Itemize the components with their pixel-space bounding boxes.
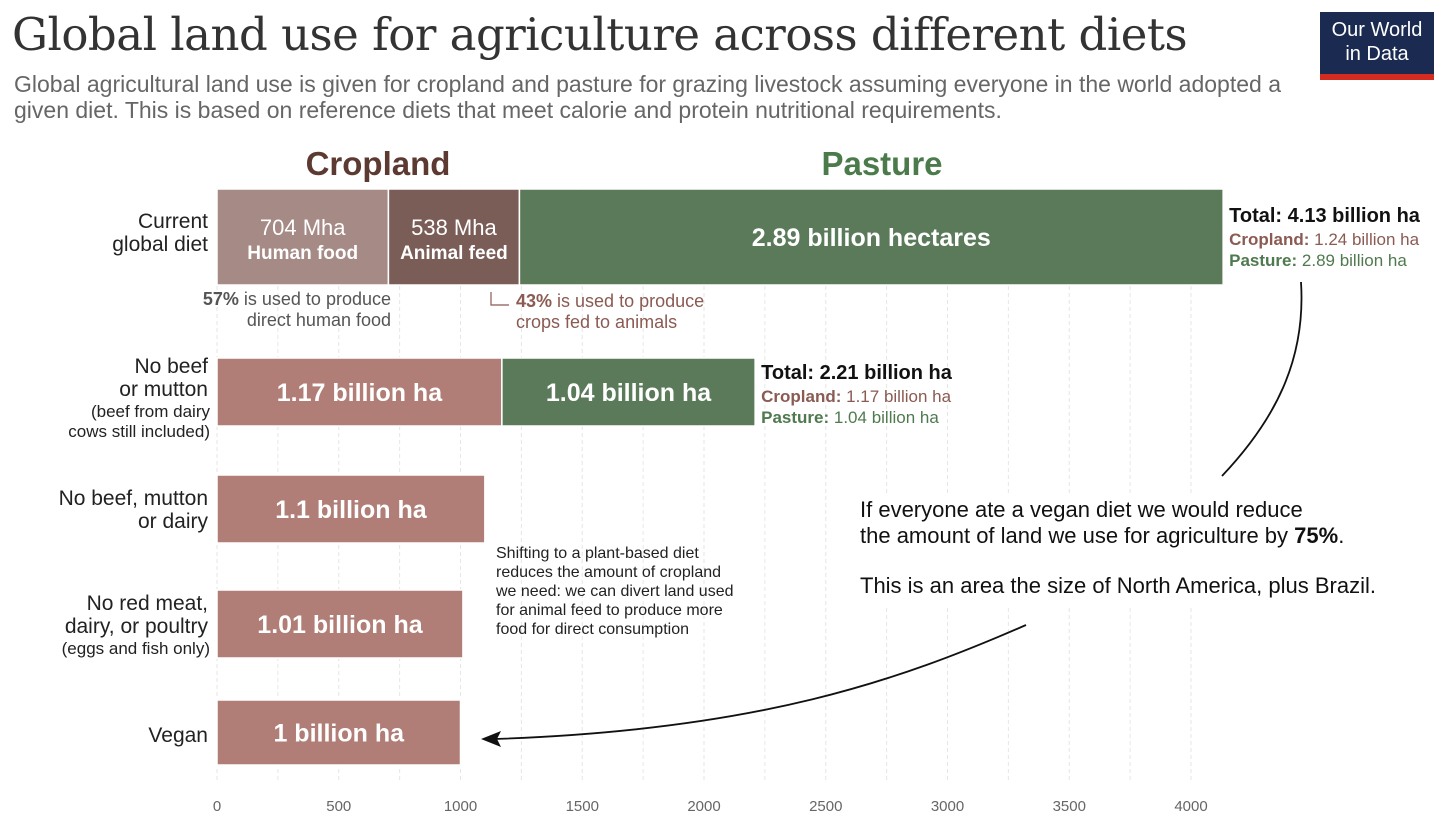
total-pasture-key: Pasture: <box>761 408 829 427</box>
row-label: or mutton <box>119 378 208 401</box>
x-tick-label: 2500 <box>809 798 842 815</box>
x-tick-label: 3500 <box>1053 798 1086 815</box>
total-label: Total: 2.21 billion ha <box>761 362 953 384</box>
bar-segment-pasture <box>501 357 756 427</box>
shift-line: for animal feed to produce more <box>496 602 723 619</box>
bar-value-label: 1 billion ha <box>273 720 405 748</box>
bar-segment-crop <box>216 474 486 544</box>
note-43-pct: 43% <box>516 291 553 311</box>
total-cropland-key: Cropland: <box>761 387 841 406</box>
total-cropland: Cropland: 1.24 billion ha <box>1229 230 1419 249</box>
bar-value-label: 538 Mha <box>411 215 497 240</box>
note-57-pct: 57% <box>202 289 239 309</box>
vegan-line-3: This is an area the size of North Americ… <box>860 573 1376 598</box>
row-label: dairy, or poultry <box>65 615 209 638</box>
shift-line: reduces the amount of cropland <box>496 564 722 581</box>
bar-segment-crop <box>216 699 462 766</box>
total-pasture: Pasture: 2.89 billion ha <box>1229 251 1407 270</box>
bar-value-label: 704 Mha <box>260 215 346 240</box>
total-pasture-value: 1.04 billion ha <box>829 408 939 427</box>
bar-value-label: 1.04 billion ha <box>546 379 712 407</box>
vegan-line-1: If everyone ate a vegan diet we would re… <box>860 497 1303 522</box>
note-43-line-1: is used to produce <box>552 291 705 311</box>
total-cropland: Cropland: 1.17 billion ha <box>761 387 951 406</box>
arrowhead-icon <box>481 731 501 747</box>
bar-sub-label: Animal feed <box>400 243 508 264</box>
x-tick-label: 2000 <box>687 798 720 815</box>
note-43-percent: 43% is used to produce crops fed to anim… <box>516 291 704 333</box>
vegan-line-2: the amount of land we use for agricultur… <box>860 523 1376 549</box>
reduction-arrow-upper <box>1221 281 1303 477</box>
row-label: No red meat, <box>87 592 208 615</box>
x-tick-label: 3000 <box>931 798 964 815</box>
shift-line: food for direct consumption <box>496 621 689 638</box>
row-sublabel: (eggs and fish only) <box>62 639 210 658</box>
pasture-header: Pasture <box>821 145 942 182</box>
total-cropland-key: Cropland: <box>1229 230 1309 249</box>
shift-line: Shifting to a plant-based diet <box>496 545 699 562</box>
total-cropland-value: 1.24 billion ha <box>1309 230 1419 249</box>
reduction-arrow-lower <box>494 624 1027 740</box>
x-tick-label: 1000 <box>444 798 477 815</box>
shift-line: we need: we can divert land used <box>496 583 734 600</box>
x-tick-label: 0 <box>213 798 221 815</box>
owid-logo[interactable]: Our World in Data <box>1320 12 1434 80</box>
bracket-line <box>490 292 509 306</box>
vegan-percent: 75% <box>1294 523 1339 548</box>
row-label: or dairy <box>138 510 209 533</box>
note-57-line-2: direct human food <box>246 310 391 330</box>
row-sublabel: cows still included) <box>68 422 210 441</box>
x-tick-label: 1500 <box>566 798 599 815</box>
vegan-line-2-end: . <box>1338 523 1345 548</box>
row-label: Vegan <box>148 724 208 747</box>
note-43-line-2: crops fed to animals <box>516 312 678 332</box>
bar-segment-crop <box>216 589 464 659</box>
chart-subtitle: Global agricultural land use is given fo… <box>14 71 1281 123</box>
row-label: global diet <box>112 233 208 256</box>
plant-based-note: Shifting to a plant-based diet reduces t… <box>496 544 733 639</box>
note-57-line-1: is used to produce <box>238 289 391 309</box>
logo-line-1: Our World <box>1331 19 1423 41</box>
bar-value-label: 2.89 billion hectares <box>752 224 991 252</box>
bar-value-label: 1.17 billion ha <box>277 379 443 407</box>
bar-value-label: 1.1 billion ha <box>275 496 428 524</box>
bar-segment-crop <box>216 357 503 427</box>
total-label: Total: 4.13 billion ha <box>1229 205 1421 227</box>
total-pasture: Pasture: 1.04 billion ha <box>761 408 939 427</box>
logo-line-2: in Data <box>1345 43 1409 65</box>
row-label: No beef <box>134 355 208 378</box>
note-57-percent: 57% is used to produce direct human food <box>140 289 391 331</box>
x-tick-label: 4000 <box>1174 798 1207 815</box>
row-label: Current <box>138 210 208 233</box>
row-sublabel: (beef from dairy <box>91 402 211 421</box>
chart-title: Global land use for agriculture across d… <box>12 8 1188 61</box>
total-pasture-value: 2.89 billion ha <box>1297 251 1407 270</box>
bar-value-label: 1.01 billion ha <box>257 611 423 639</box>
vegan-reduction-note: If everyone ate a vegan diet we would re… <box>860 495 1382 607</box>
bar-segment-pasture <box>518 188 1224 286</box>
bar-sub-label: Human food <box>247 243 358 264</box>
vegan-line-2-text: the amount of land we use for agricultur… <box>860 523 1295 548</box>
bar-segment-feed <box>387 188 521 286</box>
cropland-header: Cropland <box>306 145 451 182</box>
x-tick-label: 500 <box>326 798 351 815</box>
total-cropland-value: 1.17 billion ha <box>841 387 951 406</box>
row-label: No beef, mutton <box>59 487 208 510</box>
total-pasture-key: Pasture: <box>1229 251 1297 270</box>
